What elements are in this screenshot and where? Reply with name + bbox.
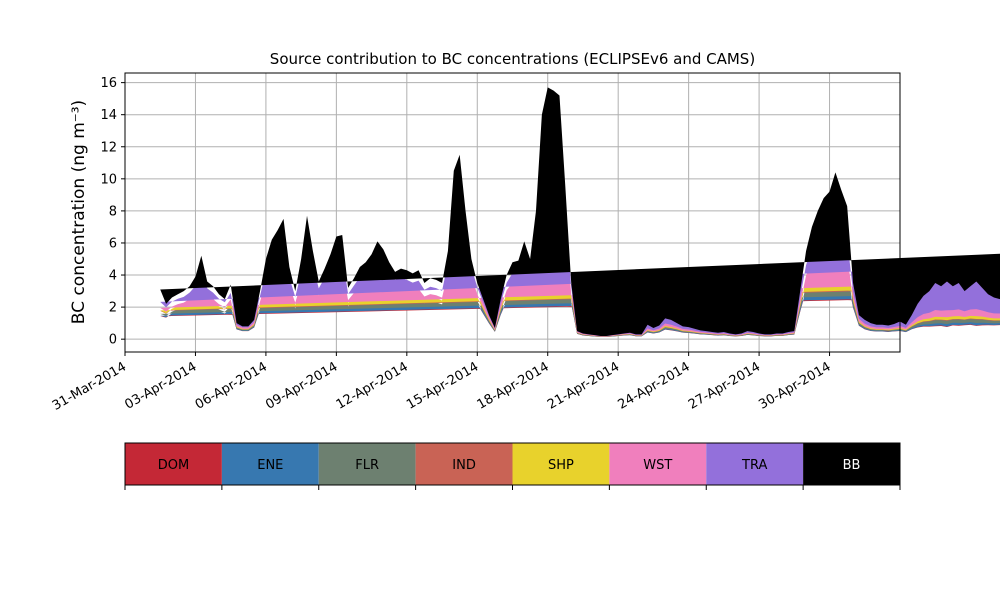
chart-title: Source contribution to BC concentrations… xyxy=(270,50,755,68)
legend-swatch-bb xyxy=(803,443,900,485)
y-tick-label-7: 14 xyxy=(100,108,117,123)
y-tick-label-5: 10 xyxy=(100,172,117,187)
y-tick-label-4: 8 xyxy=(109,204,117,219)
y-axis-label: BC concentration (ng m⁻³) xyxy=(69,100,89,324)
legend-swatch-ene xyxy=(221,443,319,485)
stacked-areas xyxy=(160,87,1000,338)
legend-swatch-ind xyxy=(415,443,513,485)
legend-swatch-dom xyxy=(125,443,222,485)
legend-label-dom: DOM xyxy=(158,458,189,473)
axes xyxy=(124,72,901,353)
legend-label-flr: FLR xyxy=(355,458,379,473)
legend-label-wst: WST xyxy=(643,458,672,473)
y-tick-label-0: 0 xyxy=(109,333,117,348)
area-bb xyxy=(160,87,1000,336)
legend-swatch-shp xyxy=(512,443,610,485)
legend-swatch-wst xyxy=(609,443,707,485)
y-tick-label-6: 12 xyxy=(100,140,117,155)
legend-label-ind: IND xyxy=(452,458,476,473)
legend-swatch-flr xyxy=(318,443,416,485)
legend: DOM ENE FLR IND SHP WST TRA BB xyxy=(124,442,901,490)
legend-label-bb: BB xyxy=(843,458,861,473)
legend-swatch-tra xyxy=(706,443,804,485)
y-tick-label-3: 6 xyxy=(109,236,117,251)
y-ticks: 0 2 4 6 8 10 12 14 16 xyxy=(100,76,125,348)
legend-label-ene: ENE xyxy=(257,458,283,473)
legend-label-shp: SHP xyxy=(548,458,574,473)
y-tick-label-8: 16 xyxy=(100,76,117,91)
legend-label-tra: TRA xyxy=(741,458,767,473)
y-tick-label-1: 2 xyxy=(109,301,117,316)
y-tick-label-2: 4 xyxy=(109,269,117,284)
plot-frame xyxy=(124,72,901,353)
